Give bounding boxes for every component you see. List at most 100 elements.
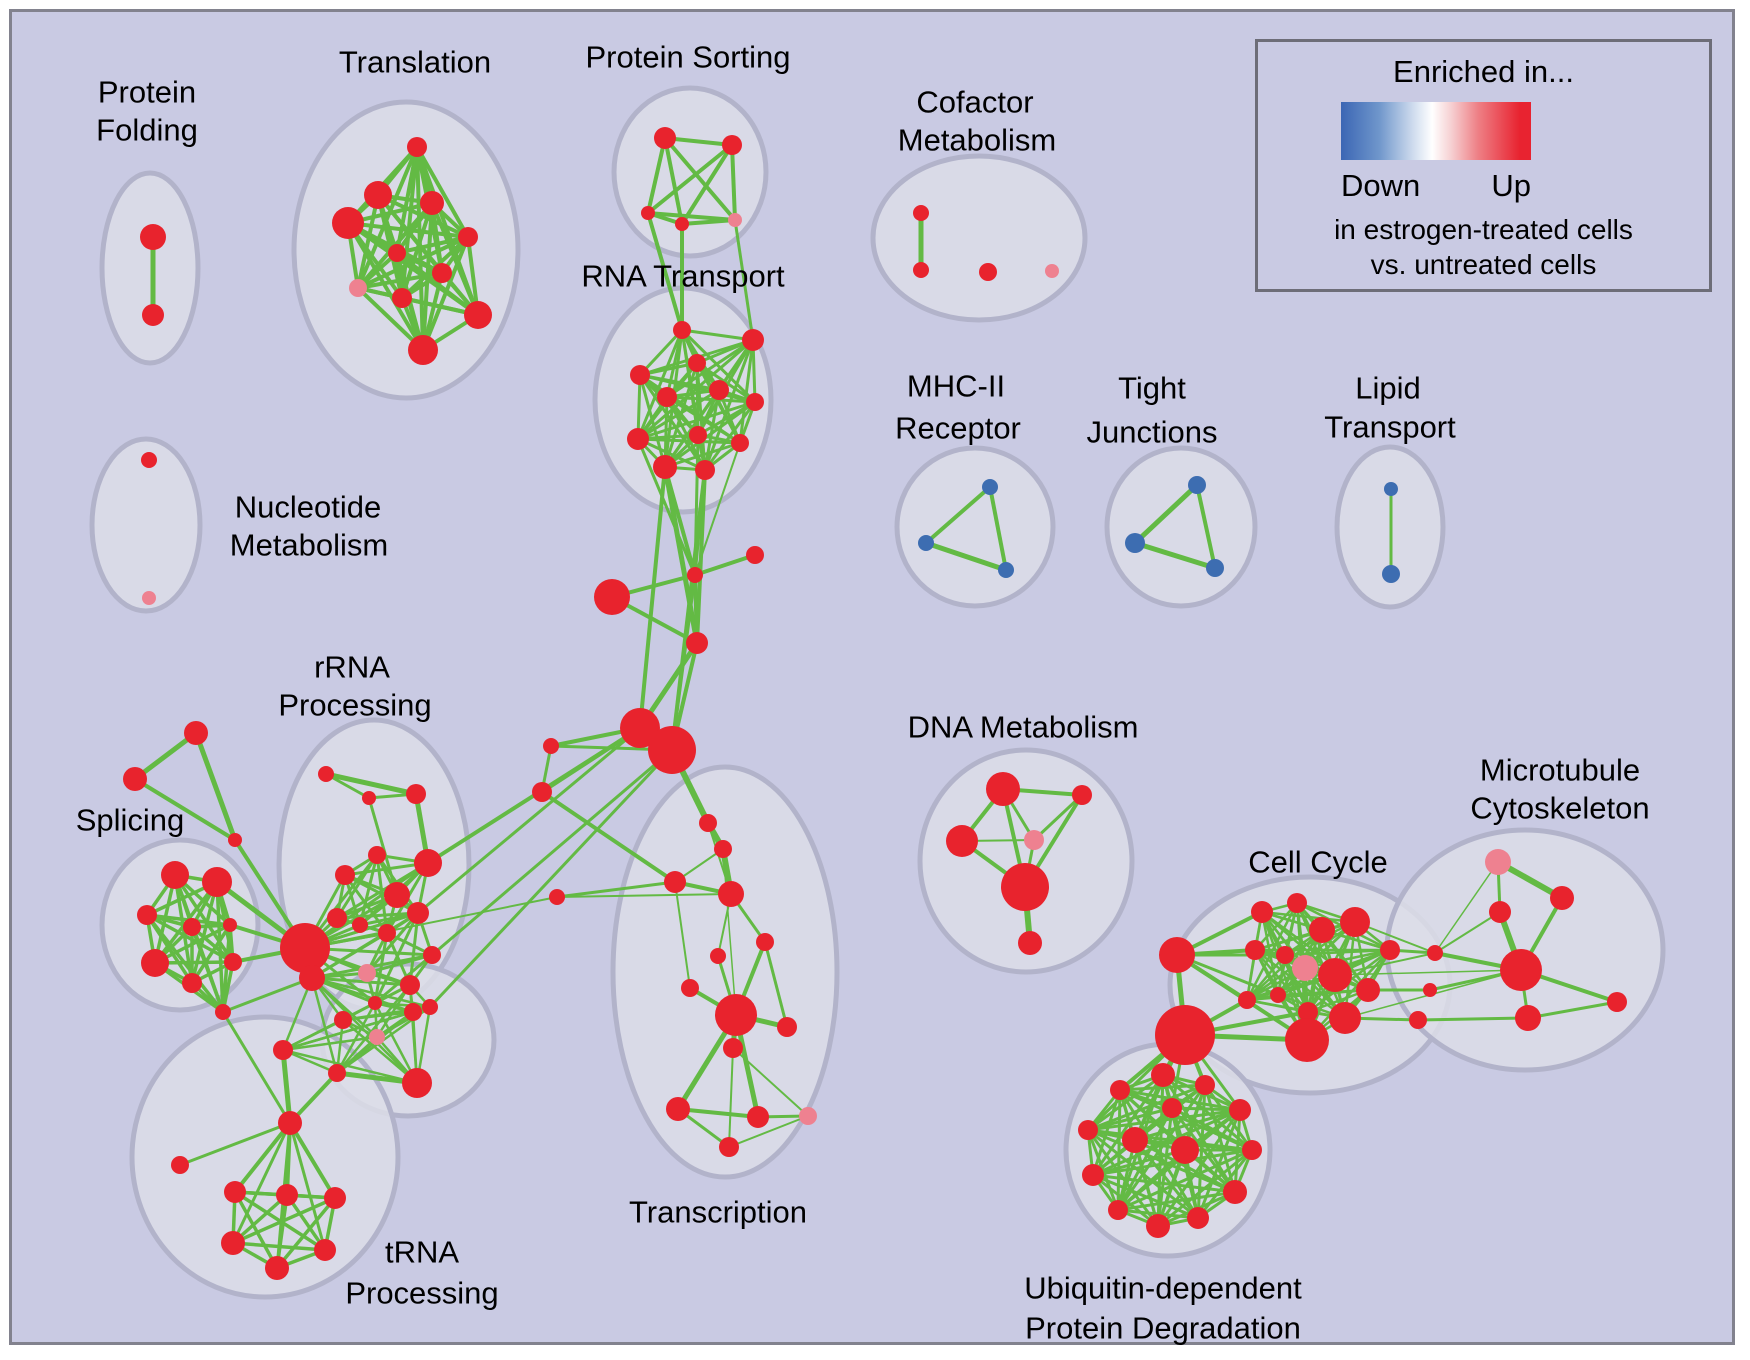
node-x11[interactable] bbox=[715, 994, 757, 1036]
node-cc14[interactable] bbox=[1329, 1002, 1361, 1034]
node-s4[interactable] bbox=[183, 918, 201, 936]
node-q2[interactable] bbox=[913, 262, 929, 278]
node-r10[interactable] bbox=[378, 924, 396, 942]
node-ub5[interactable] bbox=[1242, 1140, 1262, 1160]
node-d6[interactable] bbox=[1018, 931, 1042, 955]
node-t7[interactable] bbox=[432, 263, 452, 283]
node-x3[interactable] bbox=[549, 889, 565, 905]
node-s7[interactable] bbox=[182, 973, 202, 993]
node-ub3[interactable] bbox=[1195, 1075, 1215, 1095]
node-cc7[interactable] bbox=[1276, 946, 1294, 964]
node-ub14[interactable] bbox=[1162, 1098, 1182, 1118]
node-ub9[interactable] bbox=[1108, 1200, 1128, 1220]
node-t10[interactable] bbox=[464, 301, 492, 329]
node-ub10[interactable] bbox=[1082, 1164, 1104, 1186]
node-q1[interactable] bbox=[913, 205, 929, 221]
node-t1[interactable] bbox=[407, 137, 427, 157]
node-n9[interactable] bbox=[627, 428, 649, 450]
node-r9[interactable] bbox=[352, 917, 368, 933]
node-r20[interactable] bbox=[328, 1064, 346, 1082]
node-cc1[interactable] bbox=[1251, 901, 1273, 923]
node-tr2[interactable] bbox=[123, 767, 147, 791]
node-cc15[interactable] bbox=[1285, 1018, 1329, 1062]
node-lt1[interactable] bbox=[1384, 482, 1398, 496]
node-c4[interactable] bbox=[686, 632, 708, 654]
node-m2[interactable] bbox=[918, 535, 934, 551]
node-r3[interactable] bbox=[406, 784, 426, 804]
node-cc6[interactable] bbox=[1245, 940, 1265, 960]
node-ub11[interactable] bbox=[1078, 1120, 1098, 1140]
node-r2[interactable] bbox=[362, 791, 376, 805]
node-tr1[interactable] bbox=[184, 721, 208, 745]
node-tr3[interactable] bbox=[228, 833, 242, 847]
node-B1[interactable] bbox=[1159, 937, 1195, 973]
node-cc11[interactable] bbox=[1238, 991, 1256, 1009]
node-ub2[interactable] bbox=[1151, 1063, 1175, 1087]
node-x8[interactable] bbox=[710, 948, 726, 964]
node-r17[interactable] bbox=[369, 1029, 385, 1045]
node-n8[interactable] bbox=[689, 426, 707, 444]
node-M1[interactable] bbox=[1485, 849, 1511, 875]
node-n12[interactable] bbox=[731, 434, 749, 452]
node-nm1[interactable] bbox=[141, 452, 157, 468]
node-cc3[interactable] bbox=[1309, 917, 1335, 943]
node-t11[interactable] bbox=[408, 335, 438, 365]
node-ub4[interactable] bbox=[1229, 1099, 1251, 1121]
node-n1[interactable] bbox=[673, 321, 691, 339]
node-n3[interactable] bbox=[630, 365, 650, 385]
node-ub7[interactable] bbox=[1187, 1207, 1209, 1229]
node-M6[interactable] bbox=[1607, 992, 1627, 1012]
node-ub13[interactable] bbox=[1171, 1136, 1199, 1164]
node-s2[interactable] bbox=[202, 867, 232, 897]
node-n5[interactable] bbox=[657, 387, 677, 407]
node-n6[interactable] bbox=[709, 380, 729, 400]
node-B2[interactable] bbox=[1155, 1005, 1215, 1065]
node-s1[interactable] bbox=[161, 861, 189, 889]
node-t8[interactable] bbox=[349, 279, 367, 297]
node-n2[interactable] bbox=[742, 329, 764, 351]
node-n11[interactable] bbox=[695, 460, 715, 480]
node-h1[interactable] bbox=[620, 708, 660, 748]
node-n7[interactable] bbox=[746, 393, 764, 411]
node-u2[interactable] bbox=[171, 1156, 189, 1174]
node-q3[interactable] bbox=[979, 263, 997, 281]
node-r6[interactable] bbox=[384, 882, 410, 908]
node-x13[interactable] bbox=[777, 1017, 797, 1037]
node-c3[interactable] bbox=[594, 579, 630, 615]
node-cc4[interactable] bbox=[1340, 907, 1370, 937]
node-pf1[interactable] bbox=[140, 224, 166, 250]
node-M5[interactable] bbox=[1515, 1005, 1541, 1031]
node-t4[interactable] bbox=[420, 191, 444, 215]
node-r21[interactable] bbox=[402, 1068, 432, 1098]
node-r15[interactable] bbox=[334, 1011, 352, 1029]
node-cc9[interactable] bbox=[1318, 958, 1352, 992]
node-s5[interactable] bbox=[223, 918, 237, 932]
node-r5[interactable] bbox=[368, 846, 386, 864]
node-r18[interactable] bbox=[422, 999, 438, 1015]
node-ub1[interactable] bbox=[1110, 1080, 1130, 1100]
node-u7[interactable] bbox=[314, 1239, 336, 1261]
node-ub8[interactable] bbox=[1146, 1214, 1170, 1238]
node-x17[interactable] bbox=[719, 1137, 739, 1157]
node-t9[interactable] bbox=[392, 288, 412, 308]
node-k1[interactable] bbox=[1427, 945, 1443, 961]
node-u8[interactable] bbox=[265, 1256, 289, 1280]
node-m1[interactable] bbox=[982, 479, 998, 495]
node-ps4[interactable] bbox=[675, 217, 689, 231]
node-d2[interactable] bbox=[1072, 785, 1092, 805]
node-x9[interactable] bbox=[756, 933, 774, 951]
node-cc12[interactable] bbox=[1270, 987, 1286, 1003]
node-c1[interactable] bbox=[687, 567, 703, 583]
node-M4[interactable] bbox=[1500, 949, 1542, 991]
node-r16[interactable] bbox=[368, 996, 382, 1010]
node-t6[interactable] bbox=[388, 244, 406, 262]
node-M3[interactable] bbox=[1489, 901, 1511, 923]
node-x1[interactable] bbox=[543, 738, 559, 754]
node-x4[interactable] bbox=[699, 814, 717, 832]
node-r12[interactable] bbox=[358, 964, 376, 982]
node-d5[interactable] bbox=[1001, 863, 1049, 911]
node-x2[interactable] bbox=[532, 782, 552, 802]
node-ub12[interactable] bbox=[1122, 1127, 1148, 1153]
node-u4[interactable] bbox=[276, 1184, 298, 1206]
node-x15[interactable] bbox=[747, 1106, 769, 1128]
